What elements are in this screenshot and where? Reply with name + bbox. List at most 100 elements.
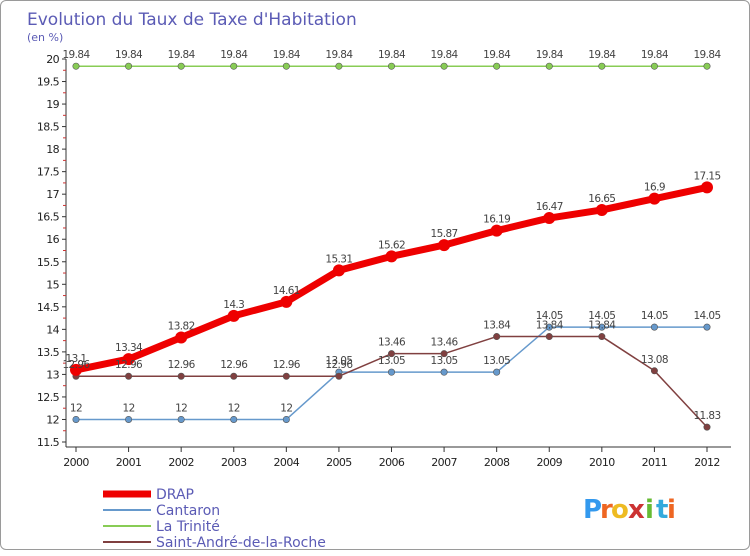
data-point [177,372,185,380]
data-label: 15.62 [378,239,405,251]
data-point [703,62,711,70]
data-label: 19.84 [273,49,301,61]
data-point [545,323,553,331]
data-point [440,368,448,376]
series-drap [70,181,713,376]
data-point [387,62,395,70]
data-point [440,62,448,70]
data-labels: 12.96 12.96 12.96 12.96 12.96 12.96 13.46 13.46… [62,320,721,423]
data-point [545,333,553,341]
data-label: 13.34 [115,342,143,354]
y-axis-unit: (en %) [27,31,63,44]
data-label: 19.84 [325,49,353,61]
data-point [701,181,713,194]
data-label: 19.84 [483,49,511,61]
data-point [230,62,238,70]
data-point [175,331,188,344]
data-point [177,62,185,70]
series-la-trinit- [72,62,711,70]
data-label: 12.96 [62,359,90,371]
data-label: 19.84 [641,49,669,61]
y-tick-label: 11.5 [37,436,60,449]
x-tick-label: 2008 [484,456,510,469]
y-tick-label: 14 [46,323,59,336]
x-tick-label: 2001 [116,456,142,469]
series-saint-andr-de-la-roche [72,333,711,431]
data-point [438,239,451,252]
y-tick-label: 18.5 [37,121,60,134]
series-cantaron [72,323,711,423]
data-point [648,192,661,205]
data-label: 13.82 [168,320,195,332]
data-label: 16.47 [536,201,563,213]
data-label: 13.08 [641,354,668,366]
data-point [598,62,606,70]
chart-title: Evolution du Taux de Taxe d'Habitation [27,10,357,30]
y-tick-label: 19 [46,98,59,111]
x-tick-label: 2010 [589,456,615,469]
logo-letter: P [583,495,602,525]
series-layer: 19.84 19.84 19.84 19.84 19.84 19.84 19.84 19.84… [62,49,722,431]
data-point [122,353,135,366]
y-tick-label: 15 [46,278,59,291]
logo-letter: o [611,495,629,525]
x-tick-label: 2003 [221,456,247,469]
data-point [598,323,606,331]
legend-label: La Trinité [156,519,220,535]
data-label: 12 [70,402,82,414]
data-label: 19.84 [115,49,143,61]
x-tick-label: 2004 [274,456,300,469]
logo-letter: x [628,495,645,525]
data-label: 13.1 [66,353,87,365]
data-point [703,323,711,331]
data-label: 12.96 [325,359,353,371]
data-label: 19.84 [431,49,459,61]
data-point [493,62,501,70]
data-label: 12 [122,402,134,414]
series-line [76,335,708,428]
y-tick-label: 12.5 [37,391,60,404]
data-point [230,372,238,380]
data-label: 12.96 [273,359,301,371]
data-point [72,62,80,70]
data-point [230,415,238,423]
data-label: 12 [280,402,292,414]
data-point [282,415,290,423]
y-tick-label: 15.5 [37,256,60,269]
data-label: 19.84 [588,49,616,61]
data-label: 14.05 [693,310,720,322]
data-label: 13.84 [536,320,564,332]
y-tick-label: 13 [46,368,59,381]
x-tick-label: 2000 [63,456,89,469]
data-point [493,368,501,376]
y-tick-label: 17 [46,188,59,201]
x-tick-label: 2012 [694,456,720,469]
x-tick-label: 2006 [379,456,405,469]
data-label: 19.84 [693,49,721,61]
data-label: 16.9 [644,182,665,194]
data-point [177,415,185,423]
data-label: 12 [228,402,240,414]
data-point [387,368,395,376]
data-label: 16.19 [483,214,510,226]
y-tick-label: 17.5 [37,166,60,179]
y-tick-label: 14.5 [37,301,60,314]
data-point [387,350,395,358]
data-label: 12.96 [220,359,248,371]
data-point [282,372,290,380]
x-tick-label: 2011 [642,456,668,469]
x-tick-label: 2007 [431,456,457,469]
data-label: 14.05 [536,310,563,322]
x-tick-label: 2002 [168,456,194,469]
logo-letter: t [656,495,668,525]
data-point [335,372,343,380]
data-point [493,333,501,341]
data-point [72,415,80,423]
data-point [70,363,82,376]
logo-letter: i [667,495,676,525]
data-label: 12.96 [168,359,196,371]
logo-letter: i [645,495,654,525]
data-point [543,212,556,225]
